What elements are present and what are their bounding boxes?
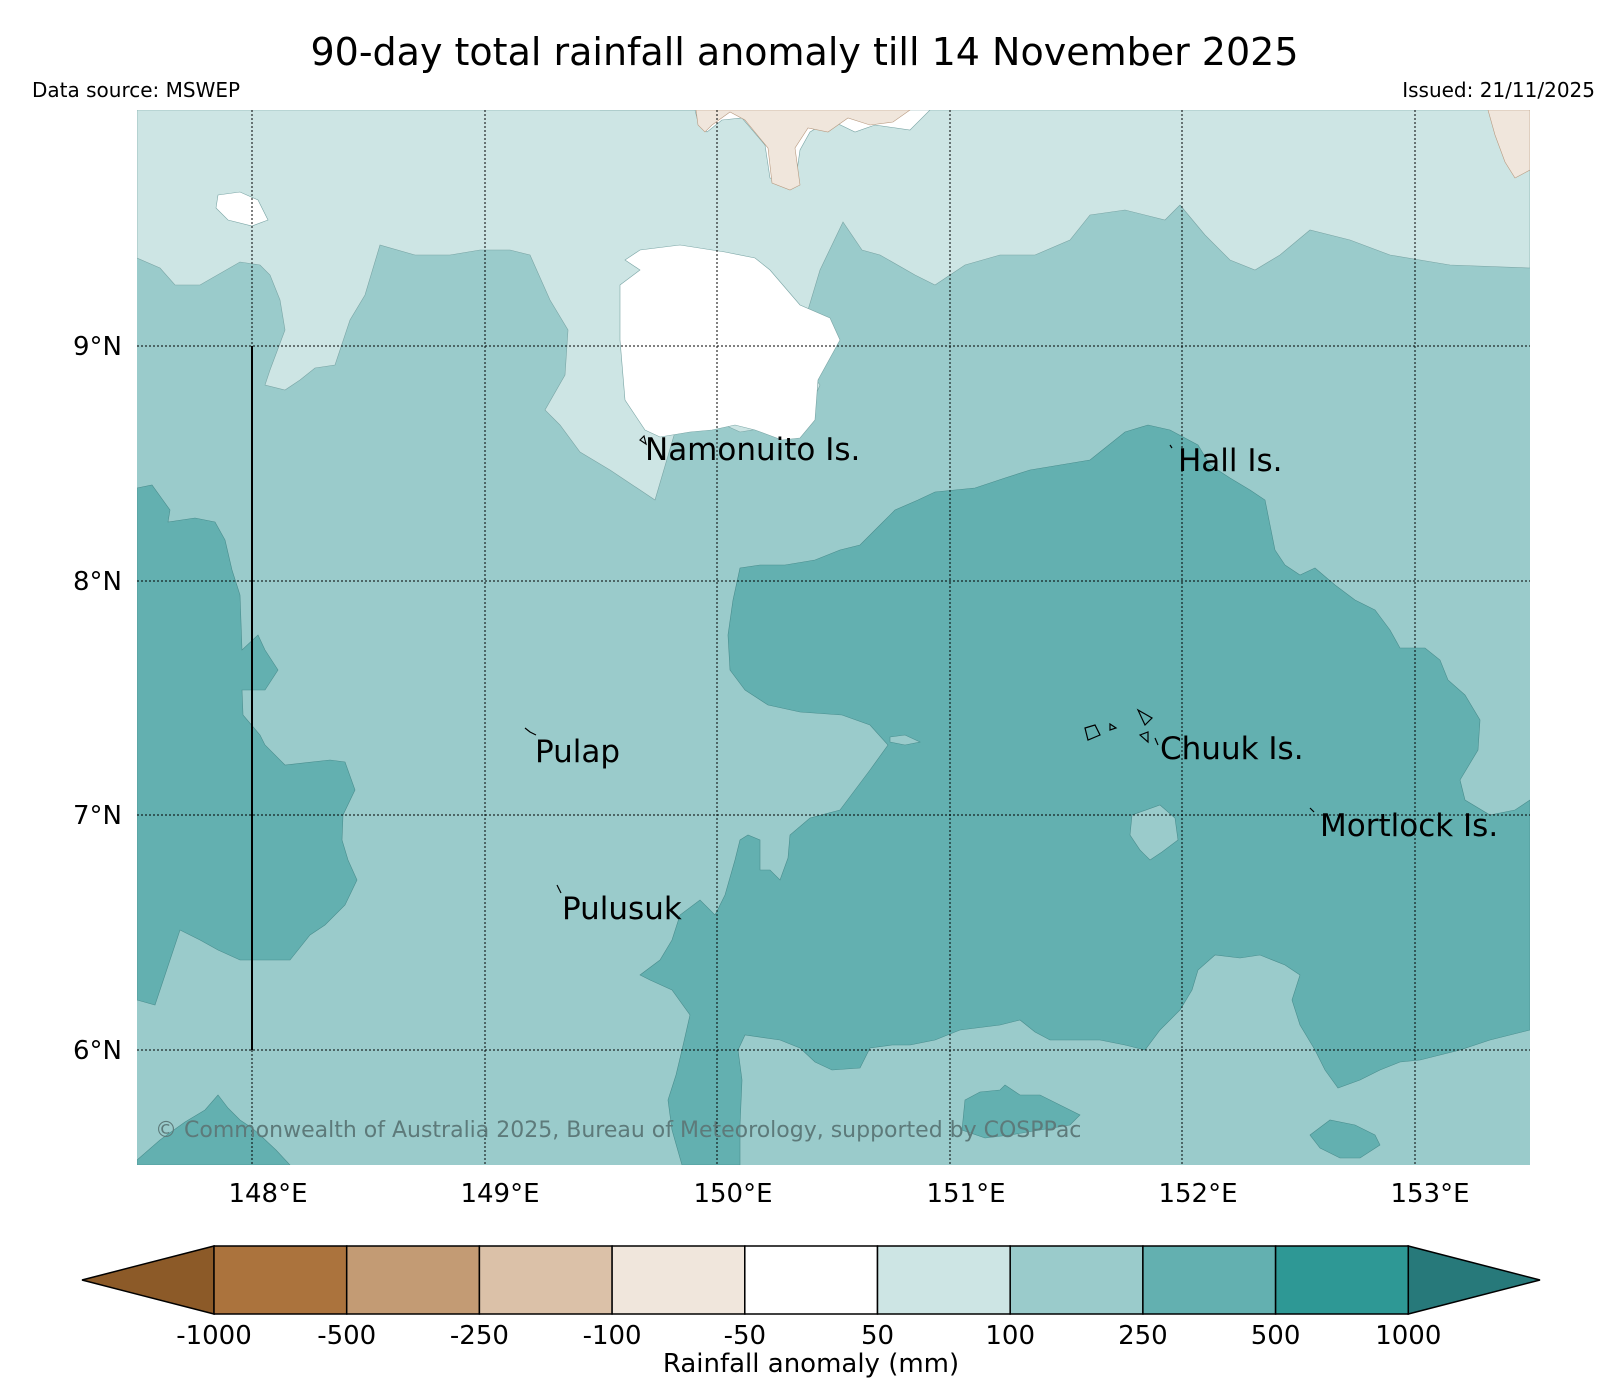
place-label-pulap: Pulap [535,734,620,770]
lat-tick-label: 6°N [73,1036,122,1066]
colorbar-tick-label: 500 [1251,1321,1301,1351]
anomaly-100-250-patch [1129,804,1179,861]
place-label-mortlock: Mortlock Is. [1320,808,1498,844]
anomaly-250-500-patch [961,1084,1081,1139]
colorbar-tick-label: 50 [861,1321,894,1351]
colorbar: -1000 -500 -250 -100 -50 50 100 250 500 … [81,1245,1541,1379]
copyright-notice: © Commonwealth of Australia 2025, Bureau… [155,1118,1081,1143]
lat-axis-labels: 9°N 8°N 7°N 6°N [73,332,122,1066]
colorbar-tick-label: 1000 [1375,1321,1441,1351]
place-label-pulusuk: Pulusuk [562,891,682,927]
colorbar-tick-label: 250 [1118,1321,1168,1351]
coastlines [524,434,1315,894]
lat-tick-label: 7°N [73,801,122,831]
issued-date: Issued: 21/11/2025 [1402,78,1595,102]
place-label-chuuk: Chuuk Is. [1160,731,1304,767]
colorbar-extend-low [81,1245,215,1315]
colorbar-ticks: -1000 -500 -250 -100 -50 50 100 250 500 … [176,1321,1441,1351]
colorbar-bin [1274,1245,1410,1315]
colorbar-tick-label: -500 [317,1321,376,1351]
anomaly-neutral-patch [215,191,269,227]
graticule [137,110,1530,1165]
lon-tick-label: 148°E [228,1179,307,1209]
lon-tick-label: 150°E [693,1179,772,1209]
lon-tick-label: 153°E [1390,1179,1469,1209]
lon-tick-label: 152°E [1158,1179,1237,1209]
colorbar-bin [744,1245,879,1315]
colorbar-bin [1009,1245,1144,1315]
lat-tick-label: 9°N [73,332,122,362]
colorbar-bin [478,1245,613,1315]
colorbar-tick-label: -1000 [176,1321,252,1351]
lon-tick-label: 151°E [926,1179,1005,1209]
map-title: 90-day total rainfall anomaly till 14 No… [310,30,1299,74]
anomaly-250-500-region [137,484,358,1006]
map-panel: Namonuito Is. Hall Is. Pulap Chuuk Is. M… [137,110,1530,1165]
colorbar-label: Rainfall anomaly (mm) [663,1349,959,1379]
colorbar-bin [1142,1245,1277,1315]
colorbar-bin [345,1245,481,1315]
place-label-hall: Hall Is. [1178,443,1283,479]
colorbar-tick-label: -100 [583,1321,642,1351]
colorbar-tick-label: 100 [985,1321,1035,1351]
lat-tick-label: 8°N [73,567,122,597]
colorbar-bin [213,1245,348,1315]
colorbar-bin [876,1245,1011,1315]
anomaly-250-500-patch [1309,1119,1381,1159]
place-label-namonuito: Namonuito Is. [645,432,860,468]
colorbar-tick-label: -50 [724,1321,766,1351]
colorbar-tick-label: -250 [450,1321,509,1351]
data-source: Data source: MSWEP [32,78,241,102]
colorbar-extend-high [1407,1245,1541,1315]
lon-axis-labels: 148°E 149°E 150°E 151°E 152°E 153°E [228,1179,1469,1209]
anomaly-250-500-region [639,424,1530,1165]
anomaly-dry-patch [1487,110,1530,179]
colorbar-bin [611,1245,746,1315]
anomaly-100-250-patch [889,734,921,746]
lon-tick-label: 149°E [460,1179,539,1209]
